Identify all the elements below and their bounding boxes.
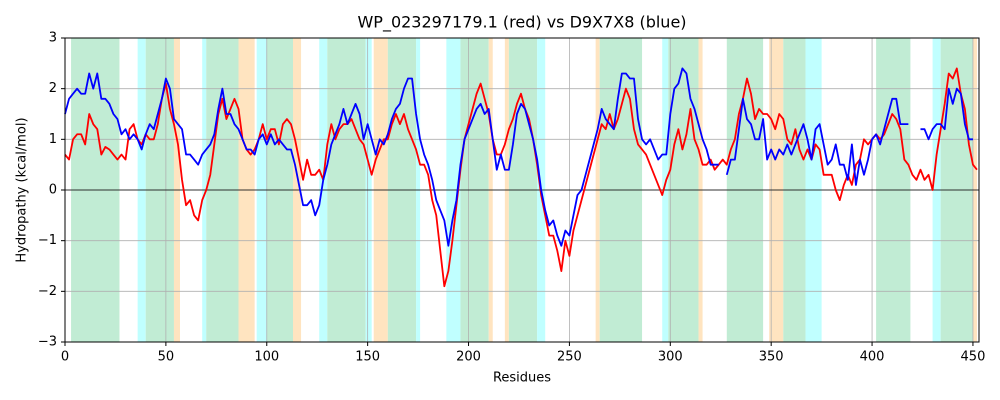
y-tick-label: −2 (38, 284, 57, 299)
x-tick-label: 100 (254, 350, 279, 365)
y-tick-label: 2 (49, 81, 57, 96)
y-tick-label: 1 (49, 132, 57, 147)
x-tick-label: 450 (961, 350, 986, 365)
x-tick-label: 400 (860, 350, 885, 365)
x-tick-label: 200 (456, 350, 481, 365)
x-tick-label: 0 (61, 350, 69, 365)
x-tick-label: 350 (759, 350, 784, 365)
data-line (64, 67, 978, 288)
chart-title: WP_023297179.1 (red) vs D9X7X8 (blue) (357, 13, 686, 33)
y-tick-label: −1 (38, 233, 57, 248)
x-tick-label: 300 (658, 350, 683, 365)
x-axis-label: Residues (493, 371, 551, 386)
y-tick-label: 0 (49, 183, 57, 198)
x-tick-label: 50 (158, 350, 175, 365)
y-tick-label: 3 (49, 31, 57, 46)
y-tick-label: −3 (38, 335, 57, 350)
x-tick-label: 150 (355, 350, 380, 365)
data-line (64, 67, 973, 247)
plot-frame (64, 37, 980, 343)
y-axis-label: Hydropathy (kcal/mol) (15, 117, 30, 262)
x-tick-label: 250 (557, 350, 582, 365)
